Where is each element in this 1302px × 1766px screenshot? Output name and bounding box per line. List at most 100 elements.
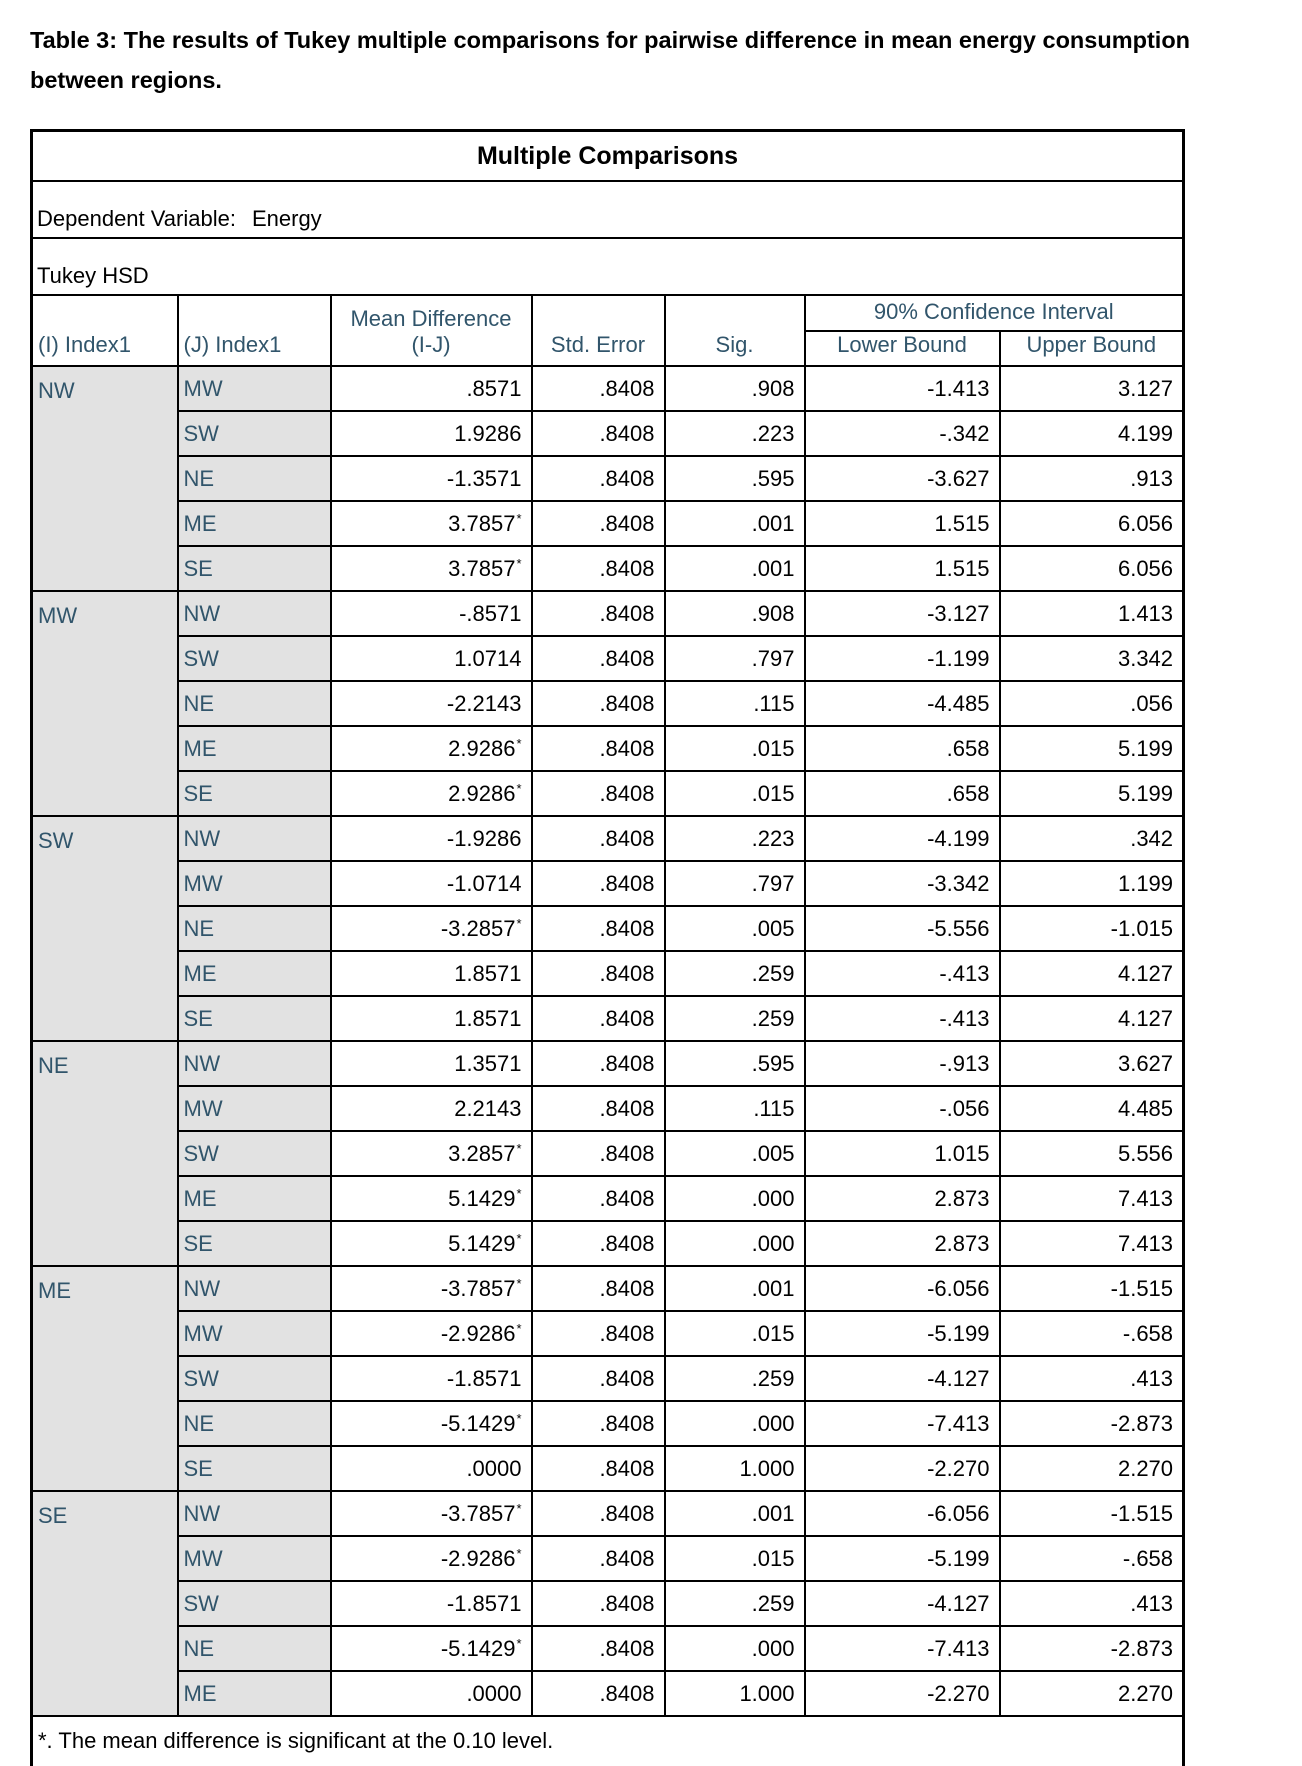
table-row: ME 5.1429* .8408.000 2.873 7.413 bbox=[32, 1175, 1185, 1222]
i-index-cell: SE bbox=[30, 1490, 179, 1717]
sig-cell: .015 bbox=[663, 725, 806, 772]
i-index-cell: NW bbox=[30, 365, 179, 592]
lower-bound-cell: -.413 bbox=[803, 995, 1001, 1042]
lower-bound-cell: -.913 bbox=[803, 1040, 1001, 1087]
dependent-variable-row: Dependent Variable: Energy bbox=[30, 180, 1185, 239]
header-mean-difference-line1: Mean Difference bbox=[350, 306, 512, 331]
j-index-cell: SW bbox=[176, 410, 332, 457]
upper-bound-cell: .913 bbox=[998, 455, 1185, 502]
j-index-cell: SE bbox=[176, 770, 332, 817]
mean-difference-cell: .0000 bbox=[329, 1445, 533, 1492]
header-lower-bound: Lower Bound bbox=[803, 330, 1001, 367]
table-row: SE NW -3.7857* .8408.001 -6.056 -1.515 bbox=[30, 1490, 1185, 1717]
upper-bound-cell: 3.342 bbox=[998, 635, 1185, 682]
header-sig: Sig. bbox=[663, 294, 806, 367]
table-row: SE 5.1429* .8408.000 2.873 7.413 bbox=[32, 1220, 1185, 1267]
upper-bound-cell: 2.270 bbox=[998, 1670, 1185, 1717]
std-error-cell: .8408 bbox=[530, 815, 666, 862]
table-row: NE NW 1.3571.8408.595 -.913 3.627 bbox=[30, 1040, 1185, 1267]
mean-difference-cell: 2.9286* bbox=[329, 725, 533, 772]
std-error-cell: .8408 bbox=[530, 1040, 666, 1087]
upper-bound-cell: 5.199 bbox=[998, 725, 1185, 772]
j-index-cell: SE bbox=[176, 1220, 332, 1267]
upper-bound-cell: 4.485 bbox=[998, 1085, 1185, 1132]
lower-bound-cell: -7.413 bbox=[803, 1625, 1001, 1672]
upper-bound-cell: -1.015 bbox=[998, 905, 1185, 952]
j-index-cell: NW bbox=[176, 1265, 332, 1312]
sig-cell: .001 bbox=[663, 1265, 806, 1312]
j-index-cell: SE bbox=[176, 545, 332, 592]
sig-cell: .797 bbox=[663, 860, 806, 907]
sig-cell: .005 bbox=[663, 905, 806, 952]
lower-bound-cell: -1.199 bbox=[803, 635, 1001, 682]
lower-bound-cell: -.056 bbox=[803, 1085, 1001, 1132]
sig-cell: .595 bbox=[663, 455, 806, 502]
upper-bound-cell: .413 bbox=[998, 1355, 1185, 1402]
mean-difference-cell: 1.8571 bbox=[329, 995, 533, 1042]
sig-cell: .259 bbox=[663, 950, 806, 997]
upper-bound-cell: .056 bbox=[998, 680, 1185, 727]
std-error-cell: .8408 bbox=[530, 680, 666, 727]
j-index-cell: MW bbox=[176, 1535, 332, 1582]
mean-difference-cell: 5.1429* bbox=[329, 1175, 533, 1222]
j-index-cell: NE bbox=[176, 455, 332, 502]
lower-bound-cell: -3.627 bbox=[803, 455, 1001, 502]
std-error-cell: .8408 bbox=[530, 500, 666, 547]
table-row: SE 1.8571.8408.259 -.413 4.127 bbox=[32, 995, 1185, 1042]
j-index-cell: SE bbox=[176, 995, 332, 1042]
mean-difference-cell: -2.9286* bbox=[329, 1535, 533, 1582]
lower-bound-cell: -5.199 bbox=[803, 1310, 1001, 1357]
mean-difference-cell: 3.7857* bbox=[329, 500, 533, 547]
std-error-cell: .8408 bbox=[530, 1535, 666, 1582]
mean-difference-cell: 1.9286 bbox=[329, 410, 533, 457]
lower-bound-cell: -4.199 bbox=[803, 815, 1001, 862]
significance-star: * bbox=[516, 510, 522, 526]
sig-cell: .001 bbox=[663, 545, 806, 592]
upper-bound-cell: -2.873 bbox=[998, 1400, 1185, 1447]
i-index-cell: ME bbox=[30, 1265, 179, 1492]
std-error-cell: .8408 bbox=[530, 725, 666, 772]
significance-star: * bbox=[516, 1500, 522, 1516]
significance-star: * bbox=[516, 1410, 522, 1426]
j-index-cell: MW bbox=[176, 1310, 332, 1357]
table-row: MW NW -.8571.8408.908 -3.127 1.413 bbox=[30, 590, 1185, 817]
std-error-cell: .8408 bbox=[530, 1625, 666, 1672]
std-error-cell: .8408 bbox=[530, 365, 666, 412]
std-error-cell: .8408 bbox=[530, 1490, 666, 1537]
table-row: NE -2.2143.8408.115 -4.485.056 bbox=[32, 680, 1185, 727]
lower-bound-cell: .658 bbox=[803, 770, 1001, 817]
lower-bound-cell: -5.199 bbox=[803, 1535, 1001, 1582]
significance-star: * bbox=[516, 555, 522, 571]
j-index-cell: MW bbox=[176, 365, 332, 412]
std-error-cell: .8408 bbox=[530, 950, 666, 997]
upper-bound-cell: 4.199 bbox=[998, 410, 1185, 457]
table-row: MW -2.9286* .8408.015 -5.199 -.658 bbox=[32, 1310, 1185, 1357]
significance-star: * bbox=[516, 1635, 522, 1651]
j-index-cell: ME bbox=[176, 1175, 332, 1222]
lower-bound-cell: -2.270 bbox=[803, 1670, 1001, 1717]
table-row: NE -1.3571.8408.595 -3.627.913 bbox=[32, 455, 1185, 502]
header-mean-difference: Mean Difference (I-J) bbox=[329, 294, 533, 367]
j-index-cell: SW bbox=[176, 635, 332, 682]
sig-cell: .259 bbox=[663, 1355, 806, 1402]
std-error-cell: .8408 bbox=[530, 1130, 666, 1177]
mean-difference-cell: -3.7857* bbox=[329, 1265, 533, 1312]
lower-bound-cell: -4.127 bbox=[803, 1355, 1001, 1402]
header-row-top: (I) Index1 (J) Index1 Mean Difference (I-… bbox=[30, 294, 1185, 367]
j-index-cell: NE bbox=[176, 680, 332, 727]
mean-difference-cell: .0000 bbox=[329, 1670, 533, 1717]
table-row: MW -2.9286* .8408.015 -5.199 -.658 bbox=[32, 1535, 1185, 1582]
std-error-cell: .8408 bbox=[530, 590, 666, 637]
std-error-cell: .8408 bbox=[530, 1310, 666, 1357]
lower-bound-cell: -4.485 bbox=[803, 680, 1001, 727]
footnote-row: *. The mean difference is significant at… bbox=[30, 1715, 1185, 1766]
dependent-variable: Dependent Variable: Energy bbox=[30, 180, 1185, 239]
sig-cell: .005 bbox=[663, 1130, 806, 1177]
mean-difference-cell: 1.0714 bbox=[329, 635, 533, 682]
upper-bound-cell: 5.556 bbox=[998, 1130, 1185, 1177]
lower-bound-cell: -6.056 bbox=[803, 1490, 1001, 1537]
table-body: NW MW .8571.8408.908 -1.413 3.127 SW 1.9286.84… bbox=[30, 365, 1185, 1717]
i-index-cell: SW bbox=[30, 815, 179, 1042]
mean-difference-cell: 3.2857* bbox=[329, 1130, 533, 1177]
